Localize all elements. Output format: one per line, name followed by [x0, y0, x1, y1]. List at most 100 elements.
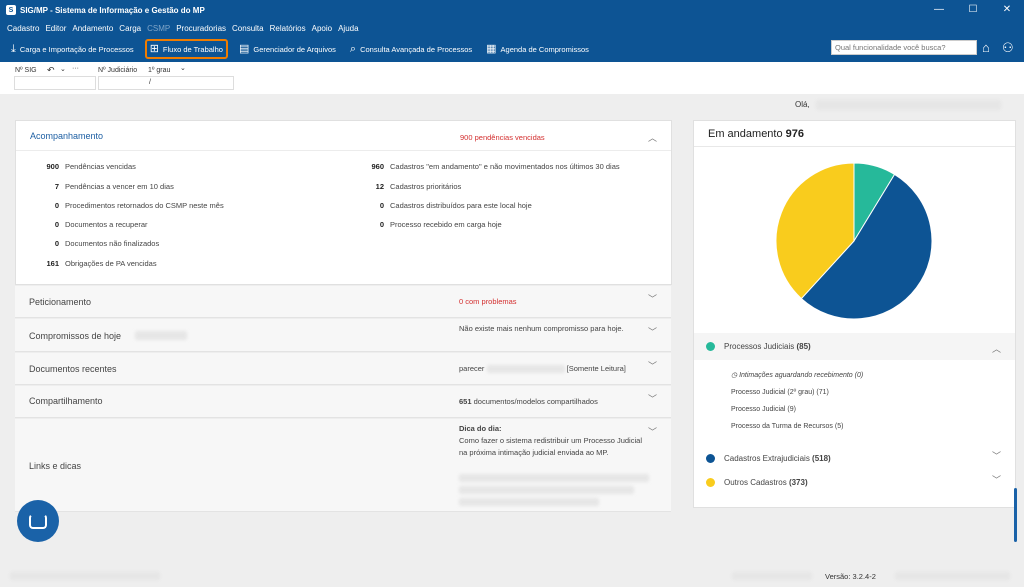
- grau-chevron-icon[interactable]: ⌄: [180, 65, 186, 72]
- peticionamento-info: 0 com problemas: [459, 297, 517, 306]
- more-icon[interactable]: ···: [72, 65, 79, 72]
- sig-label: Nº SIG: [15, 67, 37, 74]
- documentos-recentes-section[interactable]: Documentos recentes parecer [Somente Lei…: [15, 353, 671, 385]
- users-icon[interactable]: ⚇: [1002, 40, 1014, 55]
- title-bar: S SIG/MP - Sistema de Informação e Gestã…: [0, 0, 1024, 20]
- legend-processos-judiciais[interactable]: Processos Judiciais (85): [706, 342, 811, 351]
- judicial-item-turma[interactable]: Processo da Turma de Recursos (5): [731, 423, 844, 430]
- chevron-down-icon[interactable]: ﹀: [647, 294, 657, 304]
- home-icon[interactable]: ⌂: [982, 40, 990, 55]
- minimize-icon[interactable]: —: [934, 4, 944, 15]
- legend-dot: [706, 342, 715, 351]
- scrollbar[interactable]: [1014, 488, 1017, 542]
- stat-cadastros-prioritarios[interactable]: 12 Cadastros prioritários: [375, 182, 462, 191]
- menu-relatorios[interactable]: Relatórios: [269, 23, 306, 33]
- menu-cadastro[interactable]: Cadastro: [7, 23, 40, 33]
- em-andamento-card: Em andamento 976 Processos Judiciais (85…: [693, 120, 1016, 508]
- chevron-down-icon[interactable]: ﹀: [647, 427, 657, 437]
- chevron-down-icon[interactable]: ⌄: [60, 66, 66, 73]
- search-bar: Nº SIG ↶ ⌄ ··· Nº Judiciário 1º grau ⌄ /: [0, 62, 1024, 94]
- stat-retornados-csmp[interactable]: 0 Procedimentos retornados do CSMP neste …: [54, 201, 224, 210]
- stat-obrigacoes-pa[interactable]: 161 Obrigações de PA vencidas: [46, 259, 157, 268]
- menu-apoio[interactable]: Apoio: [311, 23, 333, 33]
- judicial-item-2grau[interactable]: Processo Judicial (2º grau) (71): [731, 389, 829, 396]
- peticionamento-title: Peticionamento: [29, 297, 92, 307]
- chevron-down-icon[interactable]: ﹀: [647, 394, 657, 404]
- menu-bar: Cadastro Editor Andamento Carga CSMP Pro…: [0, 20, 1024, 36]
- close-icon[interactable]: ✕: [1002, 4, 1012, 15]
- menu-procuradorias[interactable]: Procuradorias: [176, 23, 227, 33]
- gerenciador-arquivos-button[interactable]: ▤ Gerenciador de Arquivos: [236, 39, 339, 59]
- chevron-up-icon[interactable]: ︿: [991, 344, 1001, 354]
- sig-input[interactable]: [14, 76, 96, 90]
- judicial-item-processo[interactable]: Processo Judicial (9): [731, 406, 796, 413]
- maximize-icon[interactable]: ☐: [968, 4, 978, 15]
- pie-slice-cadastros-extrajudiciais[interactable]: [800, 173, 933, 320]
- documentos-title: Documentos recentes: [29, 364, 117, 374]
- gerenciador-arquivos-label: Gerenciador de Arquivos: [253, 44, 336, 54]
- compartilhamento-section[interactable]: Compartilhamento 651 documentos/modelos …: [15, 386, 671, 418]
- stat-pendencias-a-vencer[interactable]: 7 Pendências a vencer em 10 dias: [54, 182, 174, 191]
- menu-csmp: CSMP: [147, 23, 171, 33]
- peticionamento-section[interactable]: Peticionamento 0 com problemas ﹀: [15, 286, 671, 318]
- chat-icon: [29, 513, 47, 529]
- redacted-status: [732, 572, 812, 580]
- menu-ajuda[interactable]: Ajuda: [338, 23, 359, 33]
- version-label: Versão: 3.2.4-2: [825, 572, 876, 581]
- carga-importacao-button[interactable]: ⤓ Carga e Importação de Processos: [8, 39, 137, 59]
- redacted-link: [459, 474, 649, 482]
- consulta-avancada-label: Consulta Avançada de Processos: [360, 44, 473, 54]
- overdue-summary[interactable]: 900 pendências vencidas: [460, 133, 545, 142]
- compromissos-title: Compromissos de hoje: [29, 331, 122, 341]
- consulta-avancada-button[interactable]: ⌕ Consulta Avançada de Processos: [347, 39, 475, 59]
- agenda-compromissos-button[interactable]: ▦ Agenda de Compromissos: [483, 39, 592, 59]
- username-redacted: [815, 100, 1001, 110]
- stat-pendencias-vencidas[interactable]: 900 Pendências vencidas: [46, 162, 136, 171]
- compromissos-section[interactable]: Compromissos de hoje Não existe mais nen…: [15, 319, 671, 352]
- file-manager-icon: ▤: [238, 42, 250, 55]
- links-title: Links e dicas: [29, 461, 82, 471]
- legend-cadastros-extrajudiciais[interactable]: Cadastros Extrajudiciais (518): [706, 454, 831, 463]
- chevron-down-icon[interactable]: ﹀: [647, 327, 657, 337]
- undo-icon[interactable]: ↶: [47, 65, 55, 75]
- menu-carga[interactable]: Carga: [119, 23, 142, 33]
- tip-text[interactable]: Como fazer o sistema redistribuir um Pro…: [459, 436, 642, 457]
- documentos-info: parecer [Somente Leitura]: [459, 364, 626, 374]
- chevron-down-icon[interactable]: ﹀: [647, 361, 657, 371]
- chat-button[interactable]: [17, 500, 59, 542]
- app-icon: S: [6, 5, 16, 15]
- stat-processo-carga[interactable]: 0 Processo recebido em carga hoje: [379, 220, 502, 229]
- pie-slice-outros-cadastros[interactable]: [775, 162, 855, 300]
- fluxo-trabalho-button[interactable]: ⊞ Fluxo de Trabalho: [144, 39, 228, 59]
- stat-documentos-recuperar[interactable]: 0 Documentos a recuperar: [54, 220, 148, 229]
- judiciario-input[interactable]: /: [98, 76, 234, 90]
- agenda-compromissos-label: Agenda de Compromissos: [500, 44, 589, 54]
- menu-consulta[interactable]: Consulta: [232, 23, 264, 33]
- redacted-link: [459, 498, 599, 506]
- divider: [694, 146, 1015, 147]
- judicial-item-intimacoes[interactable]: ◷ Intimações aguardando recebimento (0): [731, 372, 864, 379]
- processos-judiciais-header[interactable]: [694, 333, 1015, 360]
- acompanhamento-header[interactable]: Acompanhamento 900 pendências vencidas ︿: [16, 121, 671, 151]
- tip-block: Dica do dia: Como fazer o sistema redist…: [459, 423, 649, 459]
- functionality-search-input[interactable]: [831, 40, 977, 55]
- links-dicas-section[interactable]: Links e dicas Dica do dia: Como fazer o …: [15, 419, 671, 512]
- chevron-down-icon[interactable]: ﹀: [991, 475, 1001, 485]
- clock-icon: ◷: [731, 372, 738, 379]
- chevron-up-icon[interactable]: ︿: [647, 133, 657, 143]
- compromissos-info: Não existe mais nenhum compromisso para …: [459, 324, 624, 333]
- menu-andamento[interactable]: Andamento: [72, 23, 114, 33]
- redacted-status: [895, 572, 1010, 580]
- chevron-down-icon[interactable]: ﹀: [991, 451, 1001, 461]
- acompanhamento-title: Acompanhamento: [30, 130, 104, 141]
- workflow-icon: ⊞: [149, 42, 159, 55]
- overdue-count: 900: [460, 133, 473, 142]
- acompanhamento-card: Acompanhamento 900 pendências vencidas ︿…: [15, 120, 672, 285]
- carga-importacao-label: Carga e Importação de Processos: [19, 44, 134, 54]
- stat-cadastros-nao-movimentados[interactable]: 960 Cadastros "em andamento" e não movime…: [371, 162, 620, 171]
- stat-cadastros-distribuidos[interactable]: 0 Cadastros distribuídos para este local …: [379, 201, 532, 210]
- grau-select[interactable]: 1º grau: [148, 67, 171, 74]
- legend-outros-cadastros[interactable]: Outros Cadastros (373): [706, 478, 808, 487]
- menu-editor[interactable]: Editor: [45, 23, 67, 33]
- stat-documentos-nao-finalizados[interactable]: 0 Documentos não finalizados: [54, 239, 160, 248]
